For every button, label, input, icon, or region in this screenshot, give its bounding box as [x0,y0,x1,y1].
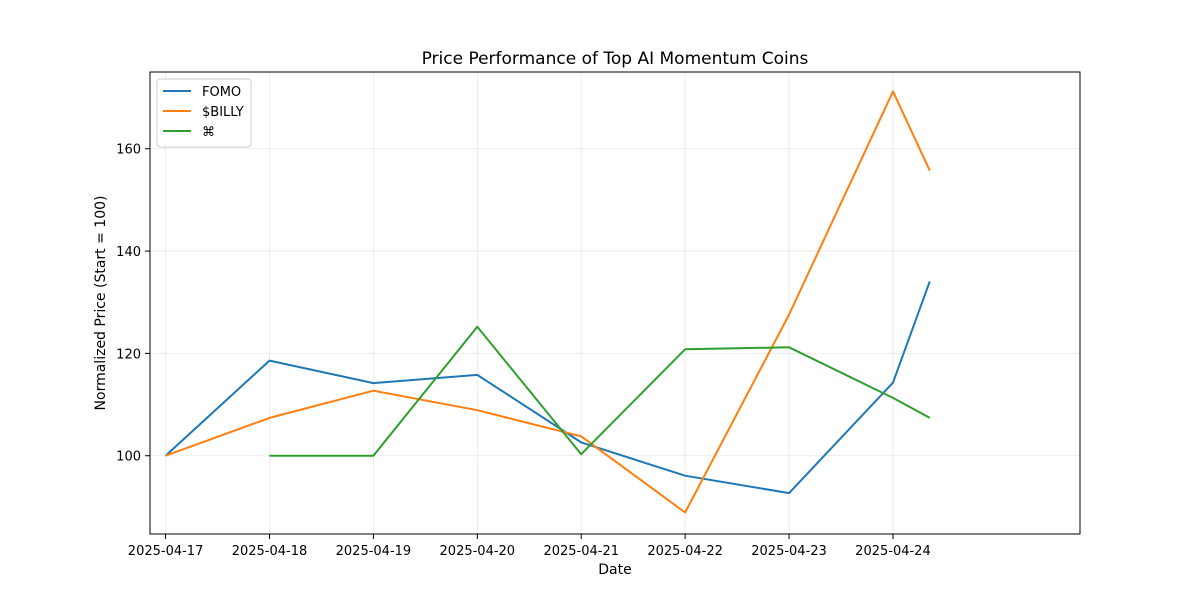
x-tick-label: 2025-04-24 [855,544,931,559]
x-tick-label: 2025-04-20 [440,544,516,559]
chart-title: Price Performance of Top AI Momentum Coi… [422,49,809,69]
x-axis-label: Date [598,562,631,578]
legend: FOMO $BILLY ⌘ [156,78,252,148]
y-axis-label: Normalized Price (Start = 100) [93,196,109,411]
series-line [165,90,931,514]
y-tick-label: 100 [116,450,141,465]
x-tick-label: 2025-04-21 [543,544,619,559]
legend-label: $BILLY [202,105,244,120]
y-tick-label: 140 [116,245,141,260]
y-tick-label: 160 [116,143,141,158]
y-axis: 100 120 140 160 [116,143,150,465]
x-tick-label: 2025-04-17 [128,544,204,559]
series-line [269,325,931,457]
legend-label: ⌘ [202,125,215,140]
x-tick-label: 2025-04-19 [336,544,412,559]
x-tick-label: 2025-04-18 [232,544,308,559]
x-axis: 2025-04-17 2025-04-18 2025-04-19 2025-04-20… [128,534,931,559]
series-line [164,280,931,495]
x-tick-label: 2025-04-23 [751,544,827,559]
series-layer [164,90,931,514]
plot-frame [149,71,1081,535]
x-tick-label: 2025-04-22 [647,544,723,559]
legend-label: FOMO [202,85,241,100]
y-tick-label: 120 [116,347,141,362]
